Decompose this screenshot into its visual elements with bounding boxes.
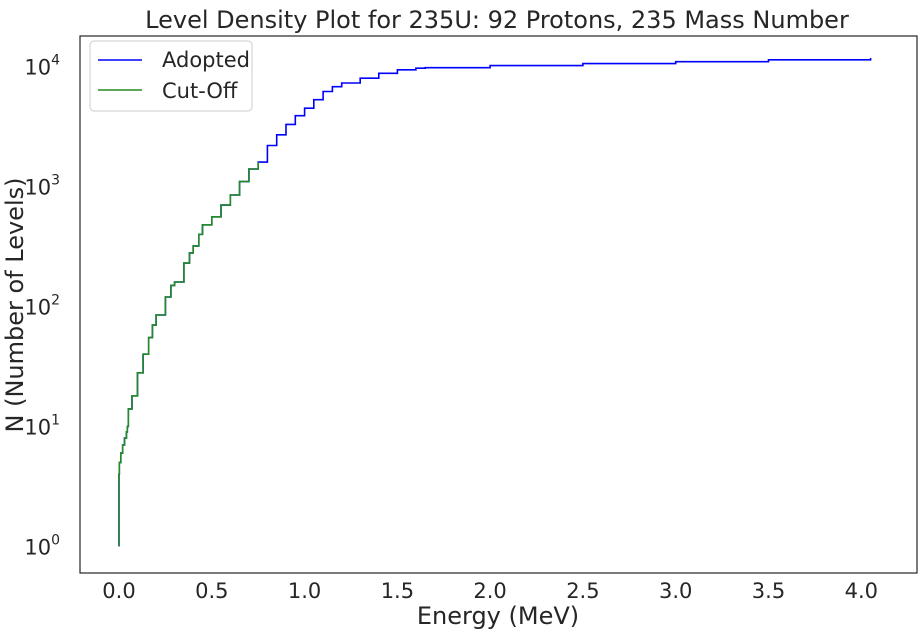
x-axis-label: Energy (MeV) xyxy=(417,602,579,630)
x-tick-label: 0.0 xyxy=(102,579,135,603)
x-tick-label: 2.0 xyxy=(473,579,506,603)
x-tick-label: 3.5 xyxy=(752,579,785,603)
x-tick-label: 3.0 xyxy=(659,579,692,603)
series-layer xyxy=(118,58,872,547)
x-tick-labels: 0.0 0.5 1.0 1.5 2.0 2.5 3.0 3.5 4.0 xyxy=(102,579,878,603)
series-line-cut-off xyxy=(118,162,259,547)
legend-label-adopted: Adopted xyxy=(162,48,250,72)
legend-label-cut-off: Cut-Off xyxy=(162,79,238,103)
legend-box xyxy=(89,40,253,112)
chart-title: Level Density Plot for 235U: 92 Protons,… xyxy=(145,6,849,34)
y-tick-label: 101 xyxy=(24,412,60,439)
y-tick-label: 103 xyxy=(24,173,60,200)
y-tick-label: 100 xyxy=(24,532,60,559)
x-tick-label: 0.5 xyxy=(195,579,228,603)
x-tick-label: 4.0 xyxy=(845,579,878,603)
x-tick-label: 1.0 xyxy=(288,579,321,603)
y-tick-label: 102 xyxy=(24,293,60,320)
y-tick-labels: 100 101 102 103 104 xyxy=(24,53,60,560)
legend: Adopted Cut-Off xyxy=(89,40,253,112)
y-tick-label: 104 xyxy=(24,53,60,80)
x-tick-label: 2.5 xyxy=(566,579,599,603)
series-line-adopted xyxy=(118,58,872,547)
plot-frame xyxy=(79,35,918,574)
y-axis-label: N (Number of Levels) xyxy=(1,178,29,433)
x-tick-label: 1.5 xyxy=(381,579,414,603)
